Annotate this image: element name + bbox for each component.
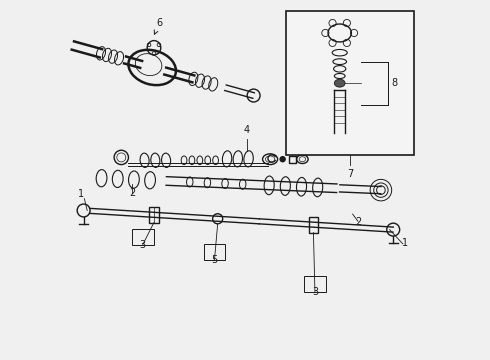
Text: 5: 5 <box>211 255 218 265</box>
Text: 2: 2 <box>129 188 135 198</box>
Bar <box>204 244 225 260</box>
Bar <box>149 207 158 223</box>
Text: 6: 6 <box>154 18 162 34</box>
Bar <box>289 156 295 163</box>
Text: 1: 1 <box>78 189 84 199</box>
Text: 3: 3 <box>312 288 318 297</box>
Text: 8: 8 <box>392 78 398 88</box>
Bar <box>132 229 153 244</box>
Text: 1: 1 <box>402 238 408 248</box>
Text: 3: 3 <box>140 240 146 250</box>
Text: 4: 4 <box>244 125 250 135</box>
Bar <box>286 12 414 155</box>
Ellipse shape <box>334 79 345 87</box>
Text: 7: 7 <box>347 169 353 179</box>
Text: 2: 2 <box>355 217 361 227</box>
Bar <box>309 217 318 233</box>
Bar <box>304 276 326 292</box>
Circle shape <box>280 157 285 162</box>
